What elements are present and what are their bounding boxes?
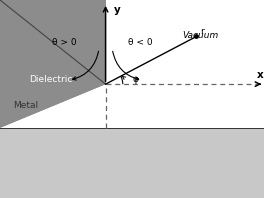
Polygon shape [0, 0, 106, 128]
Text: x: x [257, 70, 263, 80]
Text: y: y [114, 5, 120, 15]
Text: θ > 0: θ > 0 [52, 38, 77, 47]
Polygon shape [0, 128, 264, 198]
Text: Metal: Metal [13, 101, 38, 110]
Text: r: r [200, 27, 204, 36]
Polygon shape [0, 0, 106, 128]
Text: φ: φ [133, 75, 139, 84]
Text: Dielectric: Dielectric [29, 75, 72, 84]
Text: Vacuum: Vacuum [182, 31, 219, 40]
Text: θ < 0: θ < 0 [128, 38, 152, 47]
